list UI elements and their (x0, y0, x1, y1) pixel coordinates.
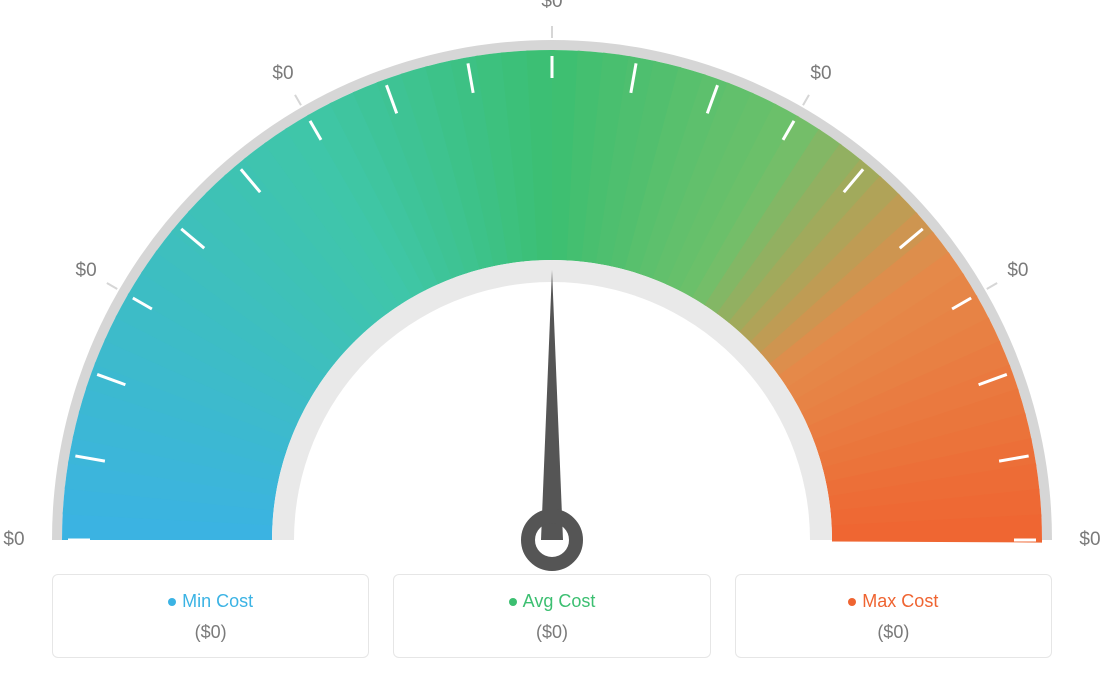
gauge-tick-label: $0 (272, 63, 293, 85)
dot-icon (848, 598, 856, 606)
legend-label-max: Max Cost (862, 591, 938, 612)
gauge-tick-label: $0 (3, 529, 24, 551)
legend-row: Min Cost ($0) Avg Cost ($0) Max Cost ($0… (52, 574, 1052, 658)
legend-value-min: ($0) (63, 622, 358, 643)
legend-label-avg: Avg Cost (523, 591, 596, 612)
legend-title-min: Min Cost (168, 591, 253, 612)
dot-icon (509, 598, 517, 606)
gauge-tick-label: $0 (1007, 260, 1028, 282)
gauge-tick-label: $0 (1079, 529, 1100, 551)
legend-card-max: Max Cost ($0) (735, 574, 1052, 658)
gauge-svg (52, 10, 1052, 580)
legend-value-max: ($0) (746, 622, 1041, 643)
legend-title-max: Max Cost (848, 591, 938, 612)
gauge-tick-label: $0 (76, 260, 97, 282)
legend-label-min: Min Cost (182, 591, 253, 612)
dot-icon (168, 598, 176, 606)
legend-card-min: Min Cost ($0) (52, 574, 369, 658)
legend-card-avg: Avg Cost ($0) (393, 574, 710, 658)
gauge-tick-label: $0 (541, 0, 562, 13)
legend-value-avg: ($0) (404, 622, 699, 643)
gauge-tick-label: $0 (810, 63, 831, 85)
legend-title-avg: Avg Cost (509, 591, 596, 612)
cost-gauge: $0$0$0$0$0$0$0 (52, 10, 1052, 555)
